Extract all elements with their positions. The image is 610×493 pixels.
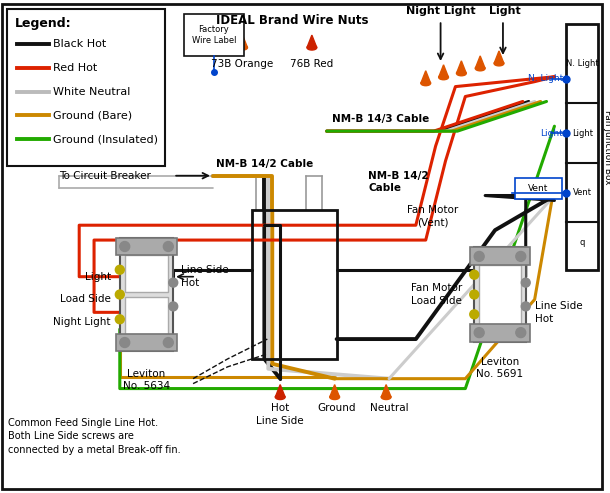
Text: NM-B 14/2 Cable: NM-B 14/2 Cable bbox=[216, 159, 313, 169]
Circle shape bbox=[470, 270, 479, 279]
Text: Factory
Wire Label: Factory Wire Label bbox=[192, 25, 236, 45]
Text: Fan Motor
(Vent): Fan Motor (Vent) bbox=[407, 206, 458, 228]
Circle shape bbox=[516, 251, 526, 261]
Bar bbox=[479, 265, 521, 324]
Bar bbox=[125, 255, 168, 291]
Bar bbox=[470, 324, 529, 342]
Bar bbox=[116, 238, 178, 255]
Text: Load Side: Load Side bbox=[60, 294, 111, 305]
Text: Common Feed Single Line Hot.
Both Line Side screws are
connected by a metal Brea: Common Feed Single Line Hot. Both Line S… bbox=[8, 418, 181, 455]
Circle shape bbox=[522, 302, 530, 311]
Circle shape bbox=[169, 302, 178, 311]
Polygon shape bbox=[439, 65, 448, 77]
Bar bbox=[120, 238, 173, 352]
Text: Light: Light bbox=[572, 129, 593, 138]
Text: Hot
Line Side: Hot Line Side bbox=[256, 403, 304, 426]
Ellipse shape bbox=[238, 45, 248, 50]
Text: Vent: Vent bbox=[573, 188, 592, 197]
Ellipse shape bbox=[307, 45, 317, 50]
Ellipse shape bbox=[275, 394, 285, 399]
Circle shape bbox=[115, 315, 124, 324]
Polygon shape bbox=[421, 71, 431, 83]
Text: N. Light: N. Light bbox=[528, 74, 564, 83]
Bar bbox=[253, 211, 337, 359]
Text: Vent: Vent bbox=[528, 184, 549, 193]
Circle shape bbox=[474, 251, 484, 261]
Text: White Neutral: White Neutral bbox=[54, 87, 131, 97]
Bar bbox=[116, 334, 178, 352]
Polygon shape bbox=[381, 385, 391, 397]
Circle shape bbox=[516, 328, 526, 338]
Text: Ground (Insulated): Ground (Insulated) bbox=[54, 134, 159, 144]
Circle shape bbox=[115, 265, 124, 274]
Text: Fan Motor
Load Side: Fan Motor Load Side bbox=[411, 283, 462, 306]
Circle shape bbox=[522, 278, 530, 287]
Polygon shape bbox=[238, 35, 248, 48]
Text: Light: Light bbox=[85, 272, 111, 282]
Ellipse shape bbox=[330, 394, 340, 399]
Circle shape bbox=[470, 310, 479, 319]
Text: q: q bbox=[580, 238, 585, 246]
Circle shape bbox=[169, 278, 178, 287]
Polygon shape bbox=[275, 385, 285, 397]
Circle shape bbox=[115, 290, 124, 299]
Polygon shape bbox=[456, 61, 466, 73]
Polygon shape bbox=[307, 35, 317, 48]
Circle shape bbox=[163, 338, 173, 348]
Text: IDEAL Brand Wire Nuts: IDEAL Brand Wire Nuts bbox=[216, 14, 368, 27]
Bar bbox=[184, 14, 243, 56]
Ellipse shape bbox=[421, 81, 431, 86]
Bar bbox=[515, 177, 562, 200]
Ellipse shape bbox=[439, 75, 448, 80]
Bar bbox=[7, 9, 165, 166]
Polygon shape bbox=[330, 385, 340, 397]
Text: To Circuit Breaker: To Circuit Breaker bbox=[59, 171, 151, 181]
Text: Night Light: Night Light bbox=[54, 317, 111, 327]
Text: Neutral: Neutral bbox=[370, 403, 409, 414]
Text: Fan Junction Box: Fan Junction Box bbox=[603, 109, 610, 184]
Text: NM-B 14/2
Cable: NM-B 14/2 Cable bbox=[368, 171, 429, 193]
Ellipse shape bbox=[381, 394, 391, 399]
Bar bbox=[125, 297, 168, 334]
Text: 76B Red: 76B Red bbox=[290, 59, 334, 69]
Text: 73B Orange: 73B Orange bbox=[212, 59, 274, 69]
Bar bbox=[474, 247, 526, 342]
Text: N. Light: N. Light bbox=[566, 59, 598, 69]
Text: Line Side
Hot: Line Side Hot bbox=[534, 301, 583, 323]
Text: Leviton
No. 5691: Leviton No. 5691 bbox=[476, 357, 523, 379]
Circle shape bbox=[474, 328, 484, 338]
Text: Line Side
Hot: Line Side Hot bbox=[181, 266, 229, 288]
Polygon shape bbox=[494, 51, 504, 64]
Bar bbox=[566, 24, 598, 270]
Circle shape bbox=[120, 242, 130, 251]
Circle shape bbox=[120, 338, 130, 348]
Text: Ground: Ground bbox=[317, 403, 356, 414]
Text: Night Light: Night Light bbox=[406, 6, 475, 16]
Text: Leviton
No. 5634: Leviton No. 5634 bbox=[123, 369, 170, 391]
Ellipse shape bbox=[475, 66, 485, 71]
Text: Black Hot: Black Hot bbox=[54, 39, 107, 49]
Circle shape bbox=[163, 242, 173, 251]
Text: Light: Light bbox=[489, 6, 521, 16]
Text: Legend:: Legend: bbox=[15, 17, 71, 30]
Circle shape bbox=[470, 290, 479, 299]
Text: Ground (Bare): Ground (Bare) bbox=[54, 110, 132, 120]
Text: Red Hot: Red Hot bbox=[54, 63, 98, 73]
Bar bbox=[470, 247, 529, 265]
Ellipse shape bbox=[494, 61, 504, 66]
Ellipse shape bbox=[456, 71, 466, 76]
Text: NM-B 14/3 Cable: NM-B 14/3 Cable bbox=[332, 114, 429, 124]
Polygon shape bbox=[475, 56, 485, 69]
Text: Light: Light bbox=[540, 129, 564, 138]
